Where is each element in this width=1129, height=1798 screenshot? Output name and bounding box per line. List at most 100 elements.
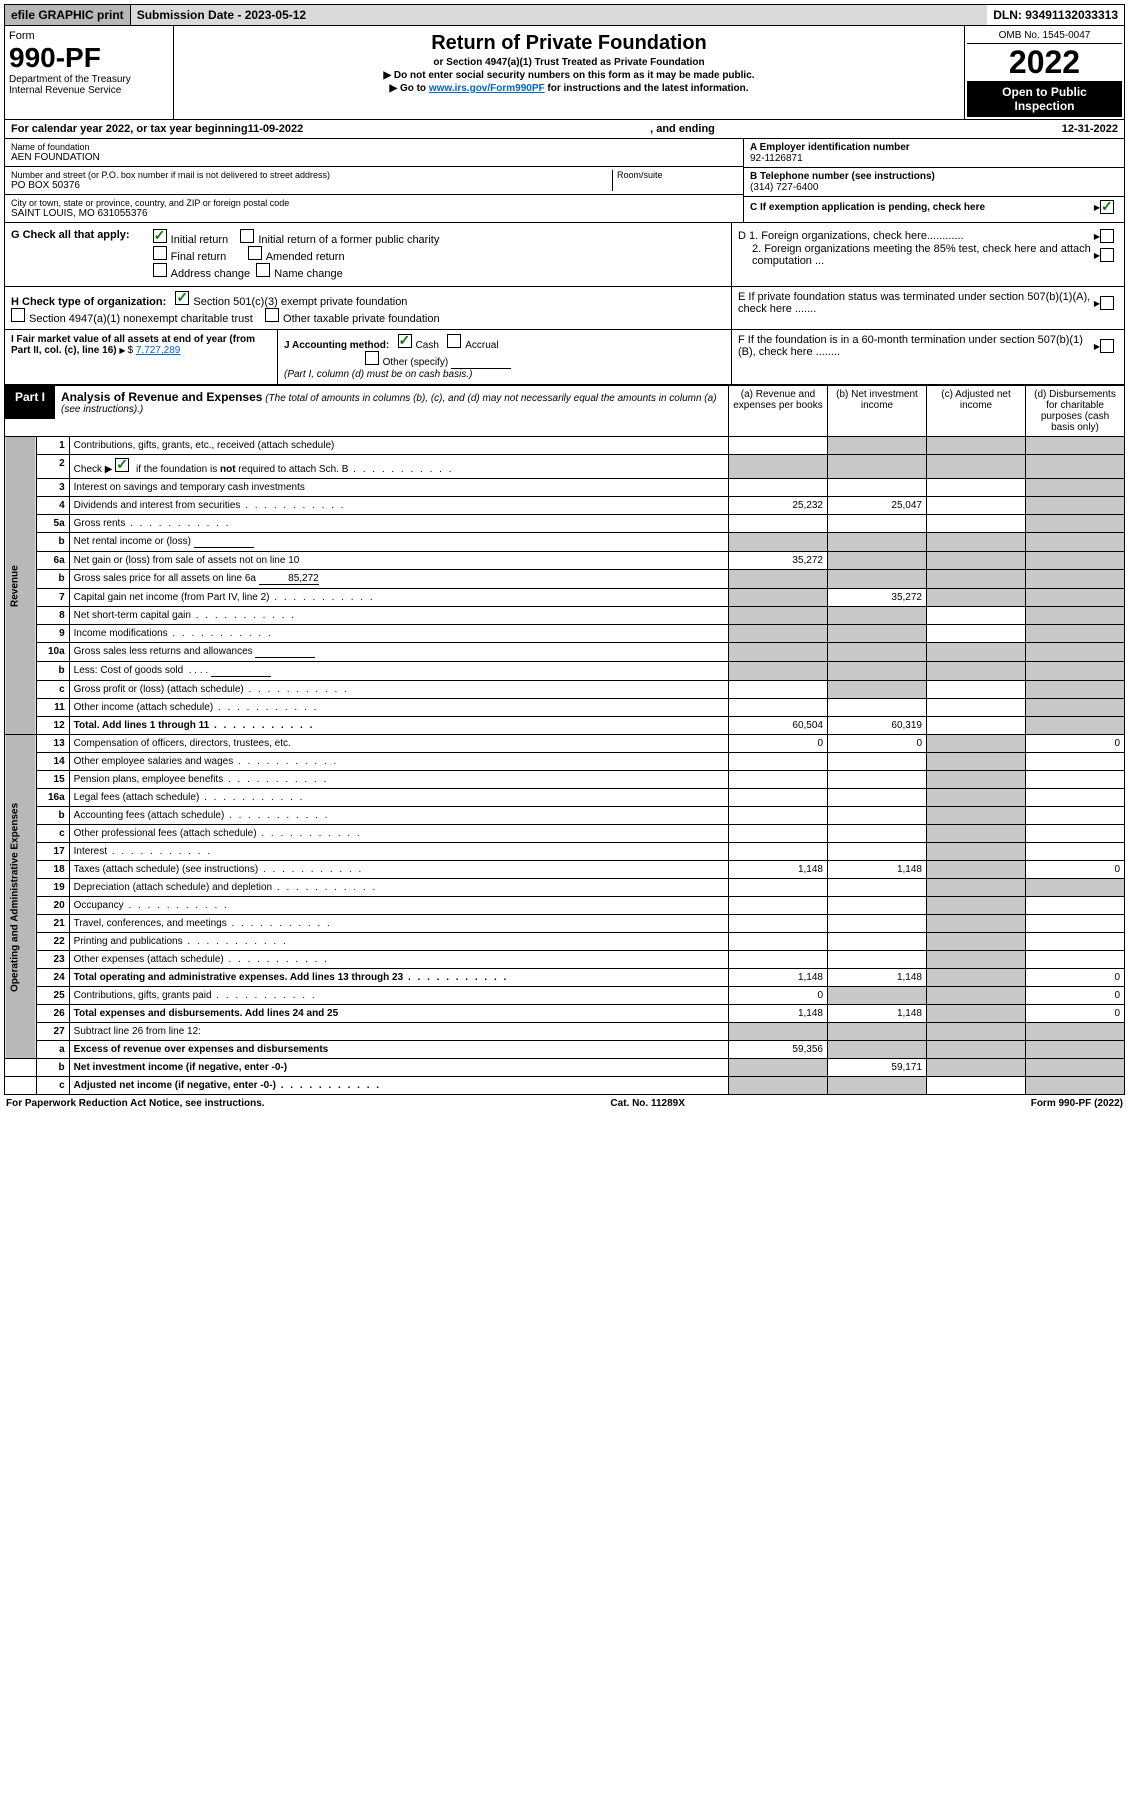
calendar-year-row: For calendar year 2022, or tax year begi… [4,120,1125,139]
col-b-head: (b) Net investment income [828,386,927,437]
l6a-a: 35,272 [729,552,828,570]
j-accrual-checkbox[interactable] [447,334,461,348]
g-name-checkbox[interactable] [256,263,270,277]
table-row: 9Income modifications [5,625,1125,643]
j-other: Other (specify) [383,357,449,368]
l26-b: 1,148 [828,1005,927,1023]
phone-label: B Telephone number (see instructions) [750,171,1118,182]
form-label: Form [9,30,169,42]
l27b-b: 59,171 [828,1059,927,1077]
l23-desc: Other expenses (attach schedule) [74,954,224,965]
g-final-checkbox[interactable] [153,246,167,260]
l10a-desc: Gross sales less returns and allowances [74,646,253,657]
g-amended-checkbox[interactable] [248,246,262,260]
table-row: 25Contributions, gifts, grants paid00 [5,987,1125,1005]
h-501c3: Section 501(c)(3) exempt private foundat… [193,296,407,308]
table-row: 16aLegal fees (attach schedule) [5,789,1125,807]
form-header: Form 990-PF Department of the Treasury I… [4,26,1125,120]
l24-a: 1,148 [729,969,828,987]
table-row: bAccounting fees (attach schedule) [5,807,1125,825]
irs: Internal Revenue Service [9,85,169,96]
l4-b: 25,047 [828,497,927,515]
table-row: cAdjusted net income (if negative, enter… [5,1077,1125,1095]
l6a-desc: Net gain or (loss) from sale of assets n… [69,552,728,570]
form990pf-link[interactable]: www.irs.gov/Form990PF [429,83,545,94]
table-row: 14Other employee salaries and wages [5,753,1125,771]
g-amended: Amended return [266,251,345,263]
table-row: 11Other income (attach schedule) [5,699,1125,717]
e-checkbox[interactable] [1100,296,1114,310]
l25-desc: Contributions, gifts, grants paid [74,990,212,1001]
footer-mid: Cat. No. 11289X [610,1098,684,1109]
d2-label: 2. Foreign organizations meeting the 85%… [738,243,1094,267]
col-a-head: (a) Revenue and expenses per books [729,386,828,437]
table-row: 20Occupancy [5,897,1125,915]
l25-d: 0 [1026,987,1125,1005]
g-label: G Check all that apply: [11,229,130,241]
table-row: cGross profit or (loss) (attach schedule… [5,681,1125,699]
fmv-link[interactable]: 7,727,289 [136,345,181,356]
f-checkbox[interactable] [1100,339,1114,353]
l2-post: if the foundation is not required to att… [133,464,348,475]
table-row: 6aNet gain or (loss) from sale of assets… [5,552,1125,570]
g-former-checkbox[interactable] [240,229,254,243]
l27-desc: Subtract line 26 from line 12: [69,1023,728,1041]
c-label: C If exemption application is pending, c… [750,202,1094,213]
col-c-head: (c) Adjusted net income [927,386,1026,437]
foundation-name: AEN FOUNDATION [11,152,737,163]
l5b-input[interactable] [194,536,254,548]
footer-left: For Paperwork Reduction Act Notice, see … [6,1098,265,1109]
l26-desc: Total expenses and disbursements. Add li… [69,1005,728,1023]
l10a-input[interactable] [255,646,315,658]
l27c-desc: Adjusted net income (if negative, enter … [74,1080,276,1091]
h-e-row: H Check type of organization: Section 50… [4,287,1125,330]
l2-pre: Check ▶ [74,464,116,475]
i-label: I Fair market value of all assets at end… [11,334,255,356]
form-title: Return of Private Foundation [178,32,960,55]
j-cash: Cash [416,340,439,351]
ein-label: A Employer identification number [750,142,1118,153]
table-row: bGross sales price for all assets on lin… [5,570,1125,589]
l1-desc: Contributions, gifts, grants, etc., rece… [69,437,728,455]
cal-mid: , and ending [303,123,1061,135]
part1-table: Part I Analysis of Revenue and Expenses … [4,385,1125,1095]
l6b-pre: Gross sales price for all assets on line… [74,573,256,584]
h-label: H Check type of organization: [11,296,166,308]
table-row: aExcess of revenue over expenses and dis… [5,1041,1125,1059]
l14-desc: Other employee salaries and wages [74,756,234,767]
d1-checkbox[interactable] [1100,229,1114,243]
cal-begin: 11-09-2022 [248,123,304,135]
street: PO BOX 50376 [11,180,612,191]
l18-d: 0 [1026,861,1125,879]
d1-label: D 1. Foreign organizations, check here..… [738,230,1094,242]
table-row: Operating and Administrative Expenses 13… [5,735,1125,753]
room-label: Room/suite [617,170,737,180]
j-other-input[interactable] [451,357,511,369]
efile-print-button[interactable]: efile GRAPHIC print [5,5,131,25]
j-cash-checkbox[interactable] [398,334,412,348]
table-row: 7Capital gain net income (from Part IV, … [5,589,1125,607]
l26-d: 0 [1026,1005,1125,1023]
dln: DLN: 93491132033313 [987,5,1124,25]
c-checkbox[interactable] [1100,200,1114,214]
l20-desc: Occupancy [74,900,124,911]
omb-number: OMB No. 1545-0047 [967,28,1122,44]
l2-checkbox[interactable] [115,458,129,472]
form-number: 990-PF [9,42,169,74]
l21-desc: Travel, conferences, and meetings [74,918,227,929]
h-other-checkbox[interactable] [265,308,279,322]
page-footer: For Paperwork Reduction Act Notice, see … [4,1095,1125,1112]
l24-b: 1,148 [828,969,927,987]
tax-year: 2022 [967,44,1122,81]
j-other-checkbox[interactable] [365,351,379,365]
l8-desc: Net short-term capital gain [74,610,191,621]
top-bar: efile GRAPHIC print Submission Date - 20… [4,4,1125,26]
d2-checkbox[interactable] [1100,248,1114,262]
g-address-checkbox[interactable] [153,263,167,277]
h-501c3-checkbox[interactable] [175,291,189,305]
g-initial-checkbox[interactable] [153,229,167,243]
l5a-desc: Gross rents [74,518,126,529]
l10b-input[interactable] [211,665,271,677]
h-4947-checkbox[interactable] [11,308,25,322]
col-d-head: (d) Disbursements for charitable purpose… [1026,386,1125,437]
